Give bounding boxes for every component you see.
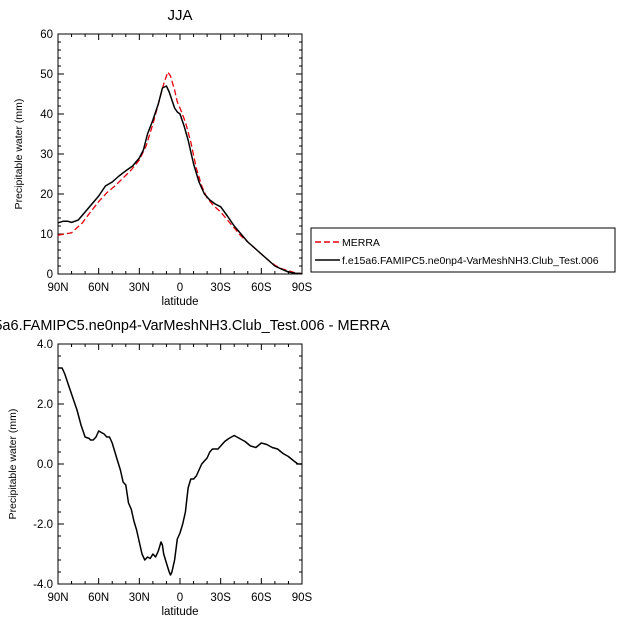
- x-tick-label: 90N: [47, 592, 68, 604]
- y-tick-label: 50: [40, 69, 53, 81]
- plot-frame: [57, 343, 303, 585]
- x-tick-label: 30S: [210, 592, 231, 604]
- x-tick-label: 60N: [88, 282, 109, 294]
- bottom-plot: 90N 60N 30N 0 30S 60S 90S -4.0 -2.0 0.0 2.0 4.0 lati…: [7, 339, 313, 618]
- y-tick-label: 40: [40, 109, 53, 121]
- bottom-chart-title: f.e15a6.FAMIPC5.ne0np4-VarMeshNH3.Club_T…: [0, 318, 390, 334]
- y-tick-label: 30: [40, 149, 53, 161]
- x-tick-label: 30S: [210, 282, 231, 294]
- legend-label: MERRA: [342, 237, 380, 249]
- y-axis-label: Precipitable water (mm): [13, 99, 25, 210]
- y-tick-label: 10: [40, 229, 53, 241]
- x-tick-label: 90S: [292, 282, 313, 294]
- series-line-merra: [57, 71, 303, 275]
- series-line-f: [57, 85, 303, 275]
- x-tick-label: 90N: [47, 282, 68, 294]
- y-tick-label: 60: [40, 29, 53, 41]
- x-tick-label: 30N: [129, 282, 150, 294]
- x-tick-label: 60S: [251, 592, 272, 604]
- x-tick-label: 90S: [292, 592, 313, 604]
- top-chart-title: JJA: [167, 7, 192, 24]
- x-tick-label: 0: [177, 592, 183, 604]
- legend-box: [310, 227, 616, 273]
- y-tick-label: 2.0: [37, 399, 53, 411]
- y-tick-label: 20: [40, 189, 53, 201]
- x-axis-label: latitude: [161, 606, 198, 618]
- y-tick-label: -2.0: [33, 519, 53, 531]
- y-tick-label: 0.0: [37, 459, 53, 471]
- x-axis-label: latitude: [161, 296, 198, 308]
- legend: MERRA f.e15a6.FAMIPC5.ne0np4-VarMeshNH3.C…: [310, 227, 616, 273]
- y-tick-label: -4.0: [33, 579, 53, 591]
- x-tick-label: 60S: [251, 282, 272, 294]
- x-tick-label: 30N: [129, 592, 150, 604]
- y-axis-label: Precipitable water (mm): [7, 409, 19, 520]
- top-plot: 90N 60N 30N 0 30S 60S 90S 0 10 20 30 40 50 60 latitude…: [13, 29, 313, 308]
- legend-label: f.e15a6.FAMIPC5.ne0np4-VarMeshNH3.Club_T…: [342, 255, 599, 267]
- difference-line: [58, 367, 302, 576]
- y-tick-label: 4.0: [37, 339, 53, 351]
- x-tick-label: 60N: [88, 592, 109, 604]
- y-tick-label: 0: [47, 269, 53, 281]
- x-tick-label: 0: [177, 282, 183, 294]
- plot-frame: [57, 33, 303, 275]
